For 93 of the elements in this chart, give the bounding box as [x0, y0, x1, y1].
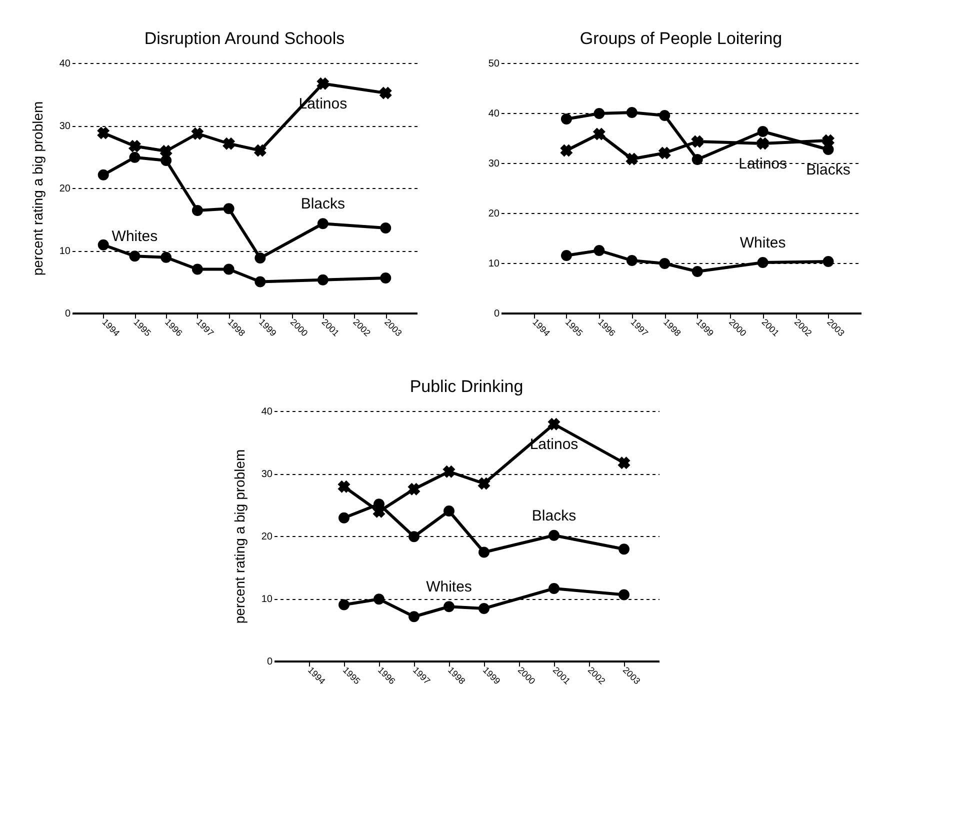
point	[593, 128, 606, 140]
series-label: Blacks	[300, 196, 346, 213]
point	[822, 144, 834, 155]
y-tick-label: 40	[488, 108, 500, 120]
point	[222, 138, 235, 150]
point	[757, 126, 768, 137]
chart-title: Public Drinking	[410, 377, 524, 396]
point	[254, 276, 266, 288]
point	[478, 603, 490, 614]
point	[594, 245, 605, 256]
y-axis-title: percent rating a big problem	[29, 101, 46, 276]
point	[560, 144, 572, 156]
y-tick-label: 20	[261, 532, 273, 542]
point	[380, 222, 392, 234]
point	[756, 138, 769, 150]
point	[618, 589, 630, 600]
point	[560, 250, 572, 261]
point	[408, 483, 420, 496]
point	[254, 144, 266, 156]
y-tick-label: 10	[261, 594, 273, 605]
point	[192, 205, 203, 216]
point	[626, 255, 638, 266]
series-label: Whites	[740, 234, 786, 252]
y-tick-label: 30	[488, 158, 500, 170]
point	[128, 140, 141, 152]
y-tick-label: 0	[266, 656, 273, 668]
point	[691, 136, 704, 148]
point	[254, 252, 266, 264]
y-tick-label: 40	[59, 58, 71, 70]
series-label: Latinos	[738, 156, 788, 172]
point	[160, 155, 172, 166]
series-label: Latinos	[530, 436, 578, 454]
point	[129, 152, 140, 163]
point	[129, 250, 140, 262]
point	[692, 266, 703, 277]
point	[822, 256, 834, 267]
point	[626, 107, 638, 118]
point	[380, 272, 392, 284]
point	[659, 110, 670, 121]
point	[192, 128, 204, 140]
point	[317, 218, 328, 230]
point	[443, 466, 455, 478]
point	[626, 153, 638, 165]
chart-title: Groups of People Loitering	[580, 29, 782, 48]
point	[659, 258, 670, 269]
point	[478, 478, 490, 490]
series-label: Blacks	[532, 507, 576, 524]
series-label: Whites	[426, 578, 472, 596]
point	[408, 611, 420, 622]
point	[757, 257, 768, 268]
y-tick-label: 10	[488, 258, 500, 270]
point	[548, 583, 560, 594]
y-tick-label: 50	[488, 58, 500, 70]
point	[223, 264, 234, 275]
point	[560, 114, 572, 124]
point	[618, 544, 630, 555]
point	[822, 134, 834, 146]
point	[444, 601, 454, 612]
point	[618, 456, 630, 469]
point	[223, 203, 234, 214]
point	[98, 239, 109, 250]
chart-title: Disruption Around Schools	[144, 29, 345, 48]
point	[338, 512, 350, 524]
point	[380, 87, 392, 99]
point	[317, 274, 328, 286]
series-label: Whites	[112, 228, 158, 246]
point	[548, 418, 560, 430]
y-tick-label: 0	[494, 308, 500, 320]
point	[548, 530, 560, 541]
point	[316, 78, 329, 90]
y-tick-label: 10	[59, 246, 71, 257]
y-tick-label: 30	[261, 469, 273, 480]
point	[374, 594, 384, 605]
series-label: Blacks	[806, 162, 850, 178]
point	[594, 108, 605, 119]
y-tick-label: 30	[59, 121, 71, 132]
point	[658, 147, 671, 159]
y-tick-label: 0	[64, 308, 71, 320]
point	[478, 546, 490, 558]
point	[97, 127, 110, 139]
point	[444, 506, 454, 516]
y-tick-label: 20	[59, 184, 71, 194]
point	[408, 531, 420, 542]
point	[160, 145, 172, 158]
y-axis-title: percent rating a big problem	[231, 449, 248, 624]
y-tick-label: 40	[261, 406, 273, 418]
point	[192, 264, 203, 275]
point	[160, 252, 172, 263]
point	[338, 480, 350, 493]
y-tick-label: 20	[488, 208, 500, 220]
point	[338, 599, 350, 610]
point	[692, 154, 703, 165]
point	[98, 169, 109, 180]
